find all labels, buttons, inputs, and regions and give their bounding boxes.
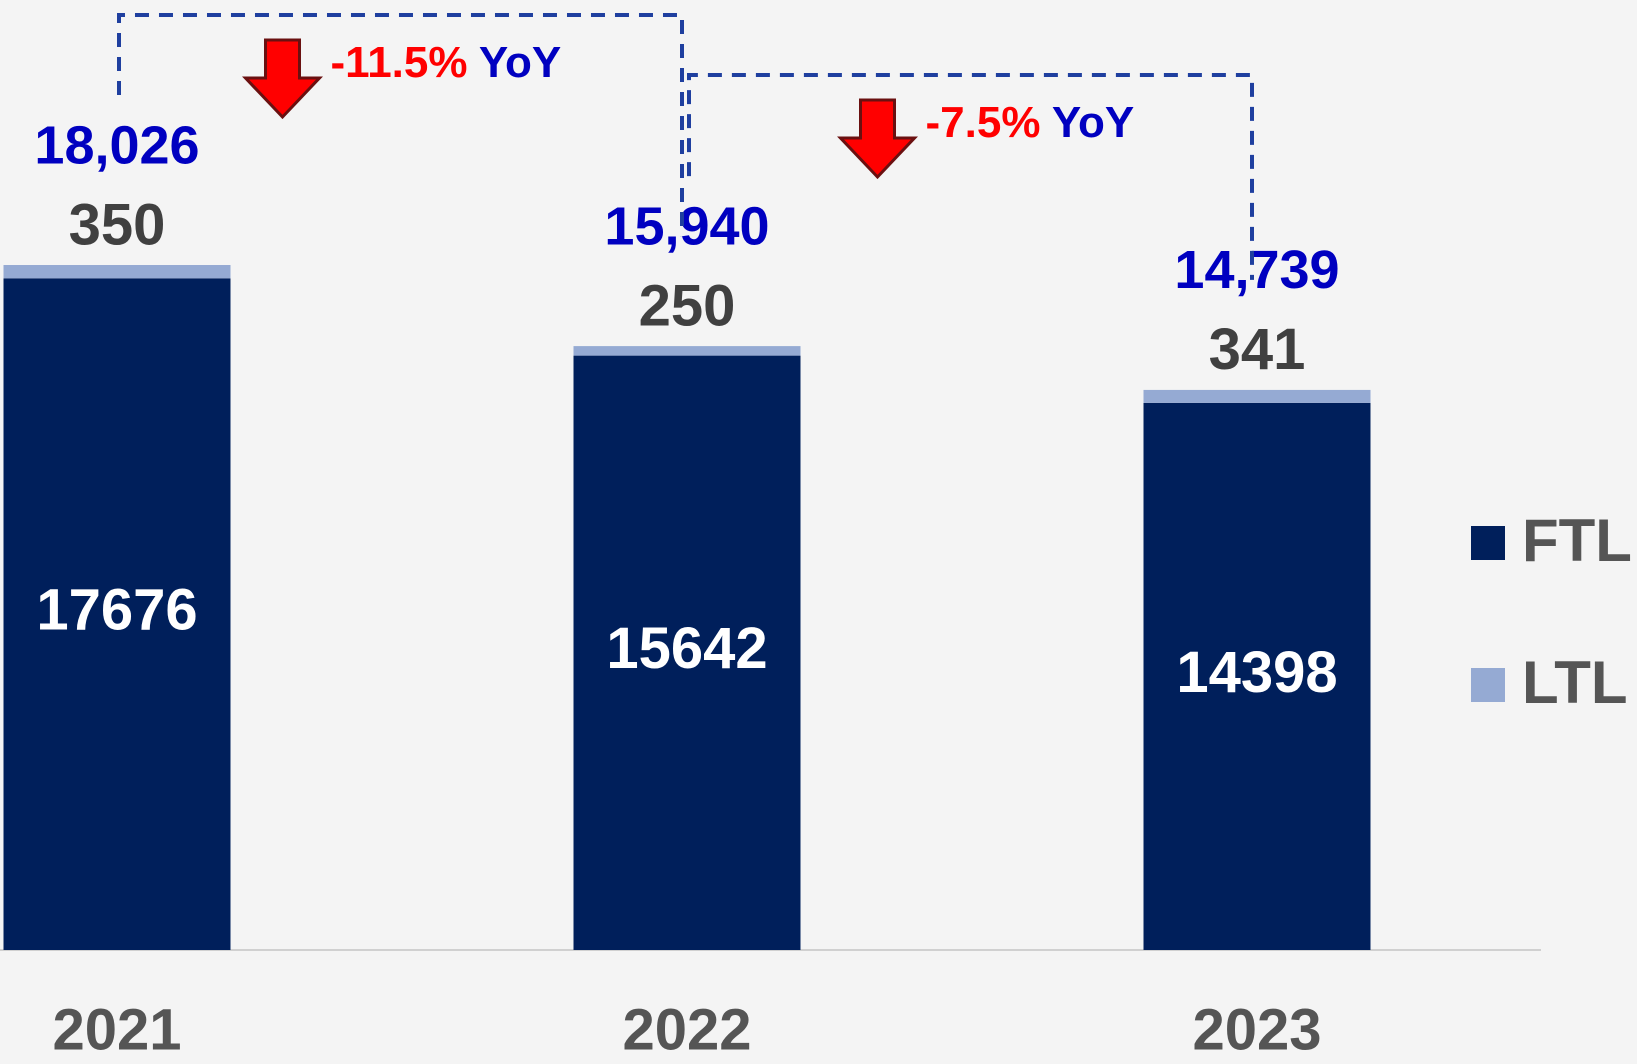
annotation-text: YoY xyxy=(479,38,561,87)
x-tick-label: 2021 xyxy=(52,997,181,1062)
value-label: 14398 xyxy=(1176,640,1337,705)
annotation-change: -11.5% xyxy=(331,38,468,87)
bracket xyxy=(687,73,1254,280)
value-label: 341 xyxy=(1209,317,1306,382)
bar-segment xyxy=(573,355,801,950)
down-arrow xyxy=(837,98,918,180)
bar-segment xyxy=(1143,402,1371,951)
down-arrow xyxy=(242,38,323,120)
total-label: 18,026 xyxy=(34,115,199,175)
legend-swatch xyxy=(1471,668,1505,702)
bracket xyxy=(117,13,684,237)
total-label: 15,940 xyxy=(604,196,769,256)
annotation: -11.5% YoY xyxy=(331,38,562,87)
value-label: 250 xyxy=(639,273,736,338)
legend-swatch xyxy=(1471,526,1505,560)
value-label: 17676 xyxy=(36,577,197,642)
annotation: -7.5% YoY xyxy=(926,98,1135,147)
annotation-change: -7.5% xyxy=(926,98,1041,147)
annotation-text: YoY xyxy=(1052,98,1134,147)
value-label: 15642 xyxy=(606,616,767,681)
legend-label: FTL xyxy=(1522,507,1632,574)
x-tick-label: 2022 xyxy=(622,997,751,1062)
x-tick-label: 2023 xyxy=(1192,997,1321,1062)
value-label: 350 xyxy=(69,192,166,257)
total-label: 14,739 xyxy=(1174,240,1339,300)
legend-label: LTL xyxy=(1522,649,1628,716)
bar-segment xyxy=(573,346,801,356)
bar-segment xyxy=(1143,389,1371,403)
bar-segment xyxy=(3,278,231,950)
bar-segment xyxy=(3,265,231,279)
